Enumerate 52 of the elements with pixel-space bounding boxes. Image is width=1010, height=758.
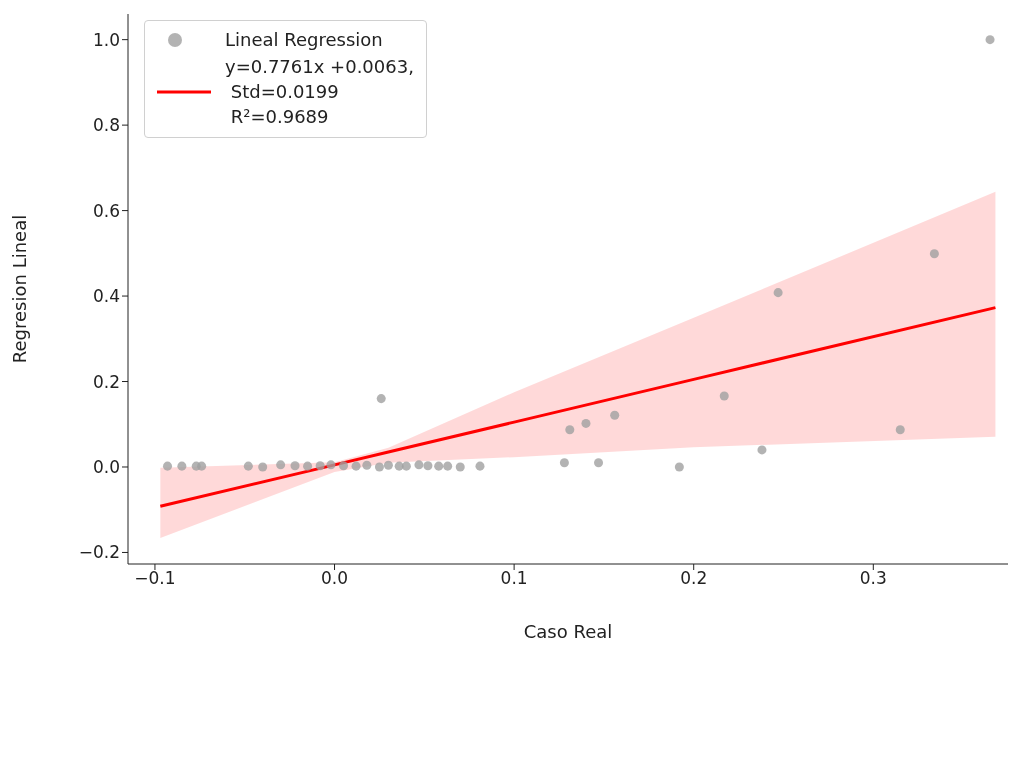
y-tick-label: 0.8: [92, 115, 120, 136]
point: [423, 461, 433, 471]
point: [895, 425, 905, 435]
point: [434, 461, 444, 471]
point: [475, 461, 485, 471]
point: [929, 249, 939, 259]
point: [674, 462, 684, 472]
legend-label: y=0.7761x +0.0063, Std=0.0199 R²=0.9689: [225, 55, 414, 129]
legend-label: Lineal Regression: [225, 28, 383, 52]
point: [276, 460, 286, 470]
y-tick-label: 1.0: [92, 29, 120, 50]
point: [401, 461, 411, 471]
point: [351, 461, 361, 471]
x-tick-label: 0.0: [321, 568, 349, 589]
point: [610, 410, 620, 420]
point: [719, 391, 729, 401]
y-tick-label: 0.2: [92, 371, 120, 392]
point: [163, 461, 173, 471]
point: [376, 394, 386, 404]
x-axis-title: Caso Real: [523, 621, 613, 642]
point: [362, 460, 372, 470]
point: [243, 461, 253, 471]
point: [594, 458, 604, 468]
point: [443, 461, 453, 471]
y-axis-title: Regresion Lineal: [9, 214, 31, 364]
point: [455, 462, 465, 472]
point: [315, 461, 325, 471]
point: [177, 461, 187, 471]
point: [197, 461, 207, 471]
x-tick-label: 0.3: [859, 568, 887, 589]
y-tick-label: 0.4: [92, 286, 120, 307]
y-tick-label: −0.2: [78, 542, 120, 563]
line-series: [158, 306, 997, 508]
point: [773, 288, 783, 298]
x-tick-label: −0.1: [134, 568, 176, 589]
point: [290, 461, 300, 471]
point: [559, 458, 569, 468]
point: [565, 425, 575, 435]
point: [383, 460, 393, 470]
point: [326, 460, 336, 470]
point: [581, 418, 591, 428]
point: [414, 460, 424, 470]
x-tick-label: 0.2: [680, 568, 708, 589]
point: [303, 461, 313, 471]
y-tick-label: 0.0: [92, 457, 120, 478]
point: [985, 35, 995, 45]
y-tick-label: 0.6: [92, 200, 120, 221]
point: [339, 461, 349, 471]
point: [374, 462, 384, 472]
point: [757, 445, 767, 455]
point: [258, 462, 268, 472]
x-tick-label: 0.1: [500, 568, 528, 589]
